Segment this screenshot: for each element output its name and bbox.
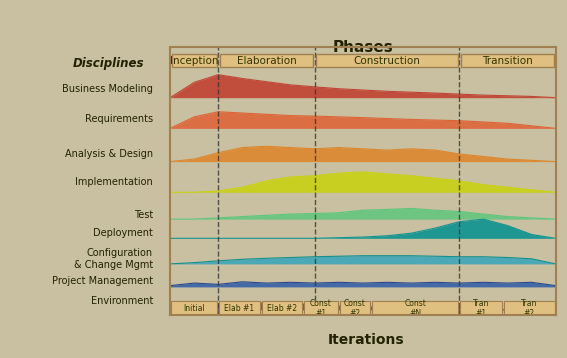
Text: Elaboration: Elaboration [236, 55, 297, 66]
Text: Const
#1: Const #1 [310, 299, 332, 318]
Text: Analysis & Design: Analysis & Design [65, 149, 153, 159]
Text: Project Management: Project Management [52, 276, 153, 286]
Text: Elab #1: Elab #1 [225, 304, 255, 313]
Text: Construction: Construction [354, 55, 420, 66]
FancyBboxPatch shape [219, 301, 260, 316]
Text: Test: Test [134, 210, 153, 220]
Text: Const
#N: Const #N [404, 299, 426, 318]
Text: Initial: Initial [183, 304, 205, 313]
Text: Configuration
& Change Mgmt: Configuration & Change Mgmt [74, 248, 153, 270]
FancyBboxPatch shape [461, 54, 554, 67]
Text: Tran
#1: Tran #1 [473, 299, 489, 318]
Text: Elab #2: Elab #2 [266, 304, 297, 313]
FancyBboxPatch shape [261, 301, 302, 316]
FancyBboxPatch shape [460, 301, 502, 316]
FancyBboxPatch shape [316, 54, 458, 67]
FancyBboxPatch shape [171, 301, 217, 316]
Text: Disciplines: Disciplines [73, 57, 145, 70]
Text: Inception: Inception [170, 55, 218, 66]
FancyBboxPatch shape [503, 301, 555, 316]
Text: Implementation: Implementation [75, 177, 153, 187]
Text: Business Modeling: Business Modeling [62, 84, 153, 94]
Text: Environment: Environment [91, 296, 153, 306]
Text: Iterations: Iterations [327, 333, 404, 347]
FancyBboxPatch shape [372, 301, 458, 316]
FancyBboxPatch shape [172, 54, 217, 67]
Text: Requirements: Requirements [85, 115, 153, 125]
FancyBboxPatch shape [303, 301, 338, 316]
Text: Transition: Transition [482, 55, 533, 66]
Text: Tran
#2: Tran #2 [521, 299, 538, 318]
Text: Phases: Phases [332, 40, 393, 55]
Text: Deployment: Deployment [93, 228, 153, 238]
FancyBboxPatch shape [220, 54, 313, 67]
FancyBboxPatch shape [340, 301, 370, 316]
Text: Const
#2: Const #2 [344, 299, 366, 318]
